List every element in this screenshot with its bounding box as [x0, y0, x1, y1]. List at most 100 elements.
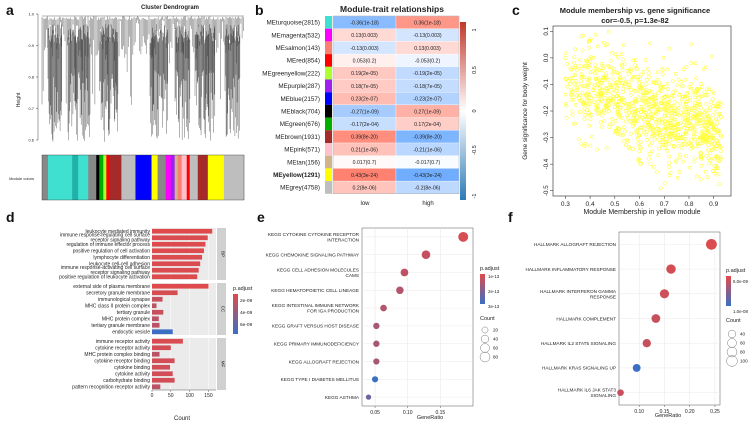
pf-plot-dot	[666, 264, 676, 274]
panel-c-point	[582, 106, 587, 111]
panel-d-bar	[152, 329, 173, 335]
panel-c-point	[621, 102, 626, 107]
panel-c-point	[630, 110, 634, 115]
panel-c-point	[635, 137, 640, 141]
panel-c-point	[685, 90, 690, 95]
panel-e-kegg-dotplot: e 0.05 0.10 0.15 KEGG CYTOKINE CYTOKINE REC…	[257, 209, 500, 421]
panel-c-point	[572, 55, 577, 60]
panel-c-point	[646, 102, 651, 107]
panel-a-colorbar-segment	[151, 155, 158, 200]
panel-b-cell-low-label: 0.13(0.003)	[351, 33, 378, 39]
panel-c-point	[667, 138, 672, 142]
panel-c-point	[682, 112, 686, 117]
panel-c-point	[704, 102, 709, 106]
panel-b-cell-high-label: -0.017(0.7)	[415, 160, 441, 166]
panel-c-point	[678, 101, 683, 106]
panel-c-point	[648, 41, 653, 46]
panel-d-term-label: cytokine receptor activity	[95, 345, 150, 351]
panel-c-point	[695, 144, 700, 148]
panel-c-point	[700, 138, 705, 142]
panel-c-point	[689, 81, 693, 86]
panel-c-point	[683, 115, 687, 120]
panel-a-colorbar-segment	[121, 155, 136, 200]
panel-a-colorbar-segment	[99, 155, 104, 200]
panel-c-point	[659, 84, 663, 89]
panel-b-cell-high-label: -0.43(3e-24)	[413, 173, 442, 179]
panel-c-point	[699, 131, 704, 136]
panel-a-dendrogram-branches	[41, 15, 244, 142]
panel-b-cell-low-label: 0.43(3e-24)	[351, 173, 378, 179]
panel-c-point	[644, 102, 648, 107]
panel-c-point	[696, 108, 701, 112]
panel-c-point	[618, 131, 622, 136]
panel-c-point	[581, 100, 585, 105]
panel-c-point	[621, 125, 626, 130]
panel-c-point	[568, 81, 572, 86]
panel-c-y-tick-label: -0.4	[543, 158, 550, 169]
pf-plot-legend-count-label: 60	[740, 341, 746, 346]
panel-c-point	[609, 85, 613, 90]
panel-c-point	[610, 90, 614, 95]
panel-c-point	[661, 85, 666, 90]
panel-c-point	[594, 103, 598, 108]
panel-c-point	[625, 113, 629, 118]
panel-a-y-tick-label: 0.8	[28, 75, 34, 80]
panel-c-point	[712, 163, 717, 168]
panel-c-point	[593, 62, 597, 67]
panel-c-point	[685, 142, 690, 146]
panel-d-bar	[152, 290, 178, 296]
panel-c-point	[648, 105, 653, 109]
panel-c-point	[631, 75, 635, 80]
panel-c-point	[604, 146, 609, 151]
panel-c-point	[665, 67, 669, 72]
panel-b-cell-high-label: 0.36(1e-18)	[414, 20, 441, 26]
panel-c-point	[642, 110, 647, 115]
panel-b-cell-high-label: 0.27(1e-09)	[414, 109, 441, 115]
panel-c-point	[564, 115, 569, 120]
panel-c-point	[665, 81, 670, 86]
panel-c-point	[659, 89, 664, 94]
panel-c-point	[593, 76, 598, 81]
panel-c-point	[698, 112, 702, 116]
panel-c-point	[604, 104, 608, 108]
panel-a-colorbar-segment	[170, 155, 175, 200]
panel-d-x-tick-label: 100	[185, 393, 194, 399]
panel-c-point	[680, 139, 685, 143]
panel-b-grid-border	[332, 15, 460, 195]
panel-c-point	[597, 68, 601, 72]
panel-c-point	[657, 108, 662, 113]
panel-e-legend-count-title: Count	[480, 316, 495, 322]
panel-c-point	[647, 123, 652, 128]
panel-d-legend-tick: 6e-09	[240, 322, 253, 328]
panel-c-point	[675, 112, 679, 116]
panel-c-point	[611, 100, 616, 104]
panel-b-row-swatch	[325, 181, 332, 194]
panel-c-point	[688, 116, 693, 121]
pe-plot-term-label: FOR IGA PRODUCTION	[307, 309, 359, 314]
panel-c-point	[584, 58, 588, 63]
panel-c-point	[714, 153, 719, 158]
panel-c-point	[707, 117, 711, 122]
panel-c-point	[710, 89, 715, 94]
panel-c-point	[704, 119, 709, 124]
panel-c-point	[643, 58, 648, 62]
panel-c-point	[671, 144, 676, 148]
panel-f-plot: 0.10 0.15 0.20 0.25 HALLMARK ALLOGRAFT REJEC…	[525, 231, 748, 415]
panel-c-point	[598, 94, 603, 99]
panel-c-point	[628, 93, 633, 97]
panel-c-point	[602, 109, 606, 114]
panel-c-point	[610, 117, 615, 121]
panel-e-plot: 0.05 0.10 0.15 KEGG CYTOKINE CYTOKINE RECEP…	[266, 227, 500, 416]
panel-d-term-label: receptor signaling pathway	[91, 270, 151, 276]
panel-c-x-tick-label: 0.4	[586, 201, 595, 208]
panel-c-point	[565, 84, 570, 89]
panel-c-point	[627, 82, 631, 87]
panel-a-y-tick-label: 0.9	[28, 43, 34, 48]
panel-c-point	[681, 67, 686, 72]
panel-c-point	[647, 117, 652, 122]
panel-c-point	[602, 107, 606, 112]
pf-plot-legend-count-label: 100	[740, 359, 748, 364]
panel-b-row-swatch	[325, 130, 332, 143]
pf-plot-dot	[706, 238, 717, 250]
panel-d-x-tick-label: 150	[204, 393, 213, 399]
